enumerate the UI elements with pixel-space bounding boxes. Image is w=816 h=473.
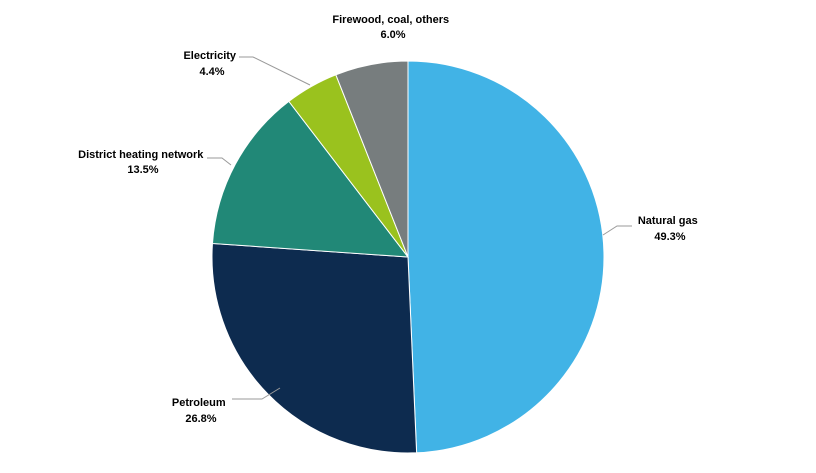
label-electricity: Electricity 4.4% bbox=[183, 46, 240, 78]
label-district-heating-network-value: 13.5% bbox=[127, 164, 158, 176]
leader-lines bbox=[207, 56, 632, 400]
label-natural-gas: Natural gas 49.3% bbox=[638, 211, 702, 243]
pie-slice-petroleum bbox=[211, 242, 418, 454]
label-firewood-coal-others-name: Firewood, coal, others bbox=[332, 14, 449, 26]
label-natural-gas-name: Natural gas bbox=[638, 215, 698, 227]
label-petroleum: Petroleum 26.8% bbox=[172, 393, 230, 425]
pie-slices bbox=[211, 60, 605, 454]
label-firewood-coal-others-value: 6.0% bbox=[380, 29, 405, 41]
label-electricity-name: Electricity bbox=[183, 50, 236, 62]
data-labels: Natural gas 49.3% Petroleum 26.8% Distri… bbox=[78, 10, 702, 425]
label-district-heating-network: District heating network 13.5% bbox=[78, 145, 208, 176]
leader-line-electricity bbox=[239, 56, 311, 86]
leader-line-petroleum bbox=[232, 387, 281, 400]
leader-line-district-heating-network bbox=[207, 157, 232, 166]
pie-slice-district-heating-network bbox=[211, 100, 410, 258]
label-district-heating-network-name: District heating network bbox=[78, 149, 204, 161]
pie-slice-natural-gas bbox=[407, 60, 605, 454]
label-natural-gas-value: 49.3% bbox=[654, 231, 685, 243]
label-petroleum-name: Petroleum bbox=[172, 397, 226, 409]
label-firewood-coal-others: Firewood, coal, others 6.0% bbox=[332, 10, 453, 41]
leader-line-natural-gas bbox=[602, 225, 632, 236]
label-petroleum-value: 26.8% bbox=[185, 413, 216, 425]
label-electricity-value: 4.4% bbox=[199, 66, 224, 78]
pie-slice-firewood-coal-others bbox=[335, 60, 409, 258]
